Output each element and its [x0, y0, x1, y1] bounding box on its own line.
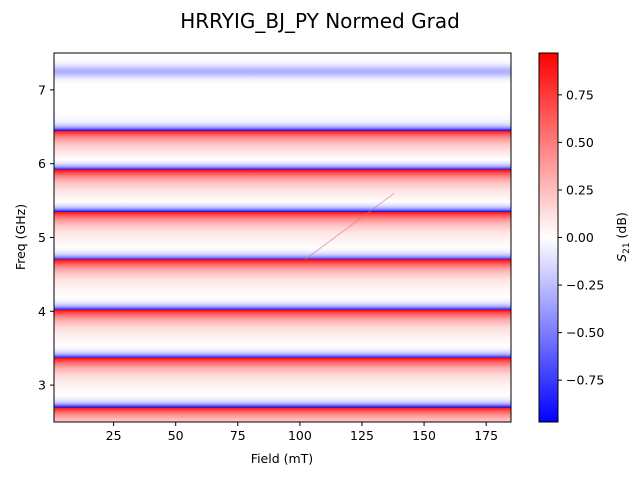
x-tick-label: 75	[230, 428, 246, 443]
x-tick-label: 25	[106, 428, 122, 443]
colorbar-label-unit: (dB)	[614, 212, 629, 242]
x-tick-label: 125	[350, 428, 374, 443]
colorbar-ticks: −0.75 −0.50 −0.25 0.00 0.25 0.50 0.75	[558, 87, 604, 388]
x-axis: 25 50 75 100 125 150 175	[106, 422, 498, 443]
colorbar-label: S21 (dB)	[614, 212, 632, 262]
chart-title: HRRYIG_BJ_PY Normed Grad	[180, 9, 460, 33]
y-tick-label: 3	[38, 378, 46, 393]
anticrossing-line	[304, 192, 395, 261]
colorbar-tick-label: −0.50	[566, 325, 604, 340]
colorbar-label-symbol: S	[614, 254, 629, 262]
colorbar-tick-label: 0.50	[566, 135, 594, 150]
plot-area	[53, 52, 512, 423]
x-tick-label: 100	[288, 428, 312, 443]
y-axis: 3 4 5 6 7	[38, 82, 54, 393]
colorbar-tick-label: −0.75	[566, 373, 604, 388]
y-tick-label: 5	[38, 230, 46, 245]
y-tick-label: 6	[38, 156, 46, 171]
y-tick-label: 7	[38, 82, 46, 97]
heatmap-image	[54, 53, 511, 422]
y-tick-label: 4	[38, 304, 46, 319]
colorbar-tick-label: −0.25	[566, 278, 604, 293]
colorbar-gradient	[538, 52, 559, 423]
colorbar-tick-label: 0.75	[566, 87, 594, 102]
x-tick-label: 175	[474, 428, 498, 443]
x-axis-label: Field (mT)	[251, 451, 313, 466]
x-tick-label: 150	[412, 428, 436, 443]
colorbar-label-subscript: 21	[622, 242, 632, 253]
colorbar-tick-label: 0.00	[566, 230, 594, 245]
colorbar-tick-label: 0.25	[566, 182, 594, 197]
x-tick-label: 50	[168, 428, 184, 443]
colorbar: −0.75 −0.50 −0.25 0.00 0.25 0.50 0.75 S21 (dB)	[538, 52, 632, 423]
y-axis-label: Freq (GHz)	[13, 204, 28, 270]
